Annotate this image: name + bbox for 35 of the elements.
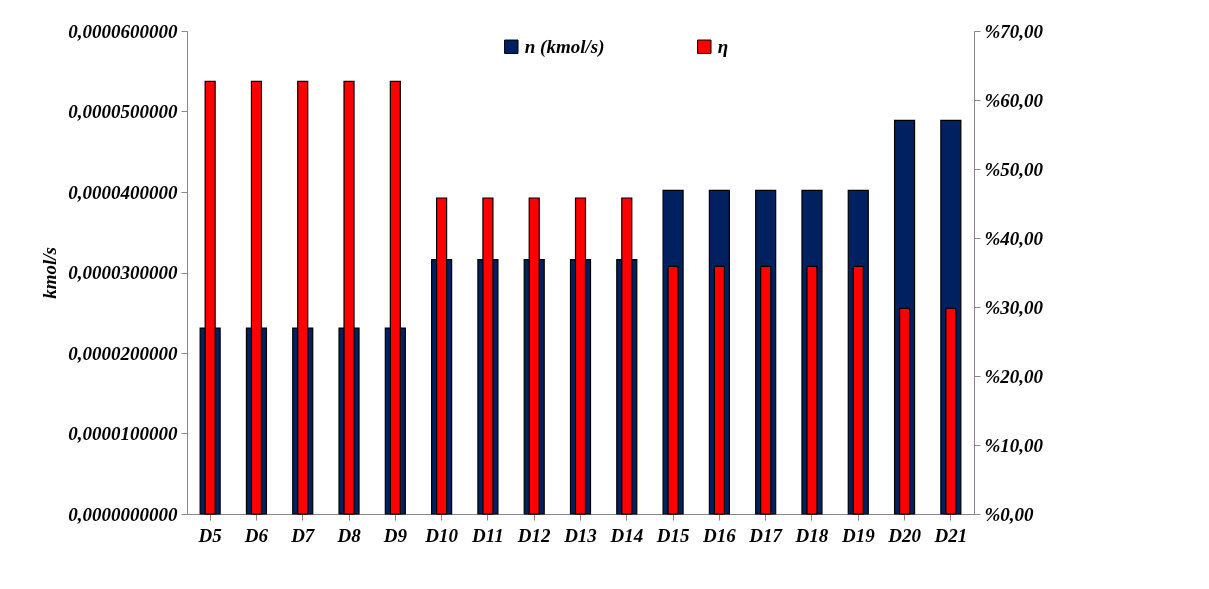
x-tick-label: D11 [471, 524, 504, 546]
y-tick-label: 0,0000300000 [68, 262, 178, 283]
y2-tick-label: %0,00 [984, 503, 1035, 525]
x-tick-label: D20 [887, 524, 922, 546]
y-tick-label: 0,0000200000 [68, 342, 178, 364]
y2-tick-label: %40,00 [984, 227, 1044, 249]
y-axis-title: kmol/s [39, 247, 61, 299]
x-tick-label: D5 [197, 524, 223, 546]
x-tick-label: D19 [840, 524, 876, 546]
y2-tick-label: %50,00 [984, 158, 1044, 180]
y-tick-label: 0,0000400000 [68, 181, 178, 203]
y2-tick-label: %30,00 [984, 296, 1044, 318]
x-tick-label: D12 [516, 524, 552, 546]
x-tick-label: D9 [382, 524, 408, 546]
legend-label: n (kmol/s) [524, 35, 605, 58]
x-tick-label: D21 [933, 524, 968, 546]
y2-tick-label: %20,00 [984, 365, 1044, 387]
x-tick-label: D16 [702, 524, 737, 546]
y2-tick-label: %70,00 [984, 20, 1044, 42]
x-tick-label: D18 [794, 524, 829, 546]
x-tick-label: D10 [424, 524, 459, 546]
legend-label: η [717, 35, 729, 57]
y-tick-label: 0,0000500000 [68, 101, 178, 122]
y2-tick-label: %10,00 [984, 434, 1044, 456]
y-tick-label: 0,0000100000 [68, 423, 178, 444]
x-tick-label: D13 [563, 524, 597, 546]
y-tick-label: 0,0000000000 [68, 503, 178, 525]
y-tick-label: 0,0000600000 [68, 20, 178, 42]
x-tick-label: D17 [748, 524, 784, 546]
x-tick-label: D8 [336, 524, 362, 546]
x-tick-label: D7 [290, 524, 316, 546]
y2-tick-label: %60,00 [984, 89, 1044, 111]
x-tick-label: D15 [655, 524, 690, 546]
x-tick-label: D14 [609, 524, 644, 546]
x-tick-label: D6 [243, 524, 269, 546]
